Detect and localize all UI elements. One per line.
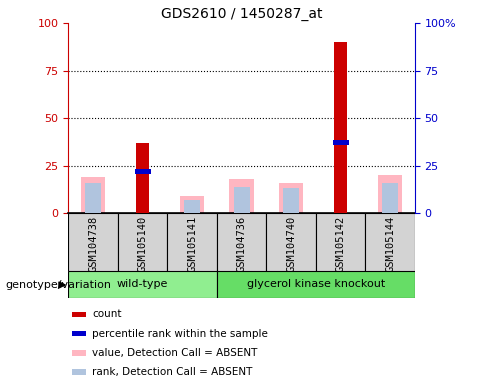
- Text: GSM105144: GSM105144: [385, 216, 395, 272]
- Text: wild-type: wild-type: [117, 279, 168, 289]
- Bar: [266, 213, 316, 271]
- Text: percentile rank within the sample: percentile rank within the sample: [92, 329, 268, 339]
- Bar: [68, 271, 217, 298]
- Text: glycerol kinase knockout: glycerol kinase knockout: [246, 279, 385, 289]
- Bar: [118, 213, 167, 271]
- Bar: [180, 196, 204, 213]
- Bar: [135, 169, 151, 174]
- Text: GSM105141: GSM105141: [187, 216, 197, 272]
- Bar: [332, 141, 348, 145]
- Title: GDS2610 / 1450287_at: GDS2610 / 1450287_at: [161, 7, 322, 21]
- Bar: [217, 213, 266, 271]
- Bar: [81, 177, 105, 213]
- Text: GSM104736: GSM104736: [237, 216, 246, 272]
- Text: value, Detection Call = ABSENT: value, Detection Call = ABSENT: [92, 348, 258, 358]
- Bar: [229, 179, 254, 213]
- Bar: [366, 213, 415, 271]
- Bar: [72, 312, 86, 317]
- Bar: [279, 183, 304, 213]
- Bar: [72, 331, 86, 336]
- Text: count: count: [92, 310, 122, 319]
- Bar: [72, 369, 86, 375]
- Text: genotype/variation: genotype/variation: [5, 280, 111, 290]
- Bar: [167, 213, 217, 271]
- Bar: [85, 183, 101, 213]
- Bar: [234, 187, 249, 213]
- Bar: [217, 271, 415, 298]
- Bar: [72, 350, 86, 356]
- Bar: [316, 213, 366, 271]
- Text: GSM105142: GSM105142: [336, 216, 346, 272]
- Text: GSM105140: GSM105140: [138, 216, 147, 272]
- Bar: [184, 200, 200, 213]
- Text: GSM104738: GSM104738: [88, 216, 98, 272]
- Text: GSM104740: GSM104740: [286, 216, 296, 272]
- Bar: [136, 143, 149, 213]
- Bar: [334, 42, 347, 213]
- Bar: [283, 189, 299, 213]
- Text: rank, Detection Call = ABSENT: rank, Detection Call = ABSENT: [92, 367, 253, 377]
- Bar: [68, 213, 118, 271]
- Bar: [382, 183, 398, 213]
- Bar: [378, 175, 403, 213]
